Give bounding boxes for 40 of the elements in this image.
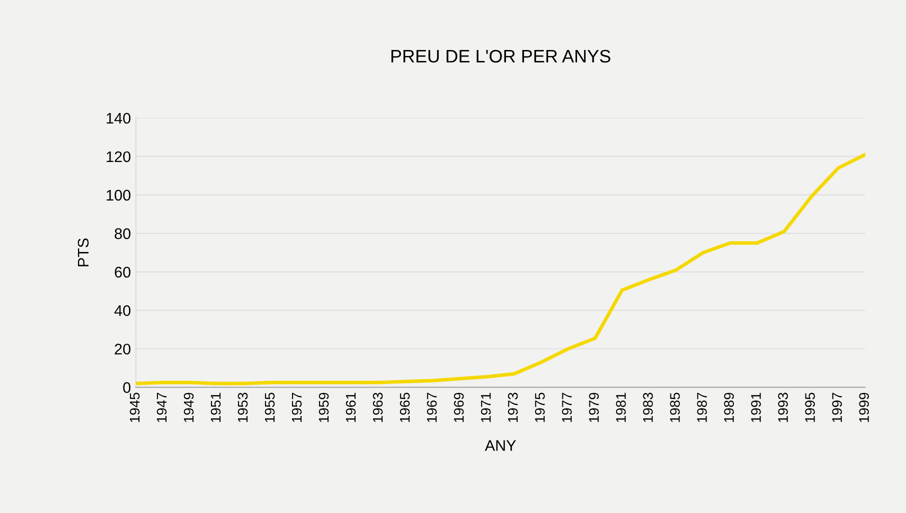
y-tick-label: 20 [114, 344, 130, 355]
x-tick-label: 1991 [751, 392, 761, 422]
x-tick-label: 1977 [562, 392, 572, 422]
x-tick-label: 1947 [156, 392, 167, 422]
x-tick-label: 1987 [697, 392, 707, 422]
y-tick-label: 80 [114, 228, 130, 240]
y-tick-label: 40 [114, 305, 130, 316]
x-tick-label: 1995 [805, 392, 815, 422]
x-tick-label: 1955 [264, 392, 275, 422]
x-tick-label: 1973 [508, 392, 518, 422]
chart-title: PREU DE L'OR PER ANYS [391, 50, 610, 63]
x-tick-label: 1963 [372, 392, 383, 422]
x-tick-label: 1965 [400, 392, 410, 422]
y-tick-label: 60 [114, 266, 130, 278]
y-axis-title: PTS [78, 238, 89, 266]
x-tick-label: 1997 [832, 392, 842, 422]
x-tick-label: 1989 [724, 392, 734, 422]
y-tick-label: 100 [106, 190, 130, 201]
x-tick-label: 1957 [292, 392, 302, 422]
x-tick-label: 1967 [426, 392, 437, 422]
x-tick-label: 1979 [589, 392, 599, 422]
x-tick-label: 1999 [859, 392, 869, 422]
x-axis-title: ANY [484, 440, 516, 451]
x-tick-label: 1949 [184, 392, 194, 422]
y-tick-label: 0 [123, 382, 130, 393]
x-tick-label: 1975 [534, 392, 545, 422]
y-tick-label: 120 [106, 151, 130, 162]
line-series [136, 152, 866, 386]
x-tick-label: 1971 [480, 392, 491, 422]
x-tick-label: 1953 [238, 392, 248, 422]
x-tick-label: 1981 [616, 392, 626, 422]
x-tick-label: 1945 [130, 392, 140, 422]
y-tick-label: 140 [106, 112, 130, 124]
x-tick-label: 1969 [454, 392, 464, 422]
x-tick-label: 1983 [643, 392, 653, 422]
x-tick-label: 1993 [778, 392, 788, 422]
x-tick-label: 1959 [318, 392, 329, 422]
x-tick-label: 1951 [210, 392, 221, 422]
x-tick-label: 1961 [346, 392, 356, 422]
x-tick-label: 1985 [670, 392, 680, 422]
